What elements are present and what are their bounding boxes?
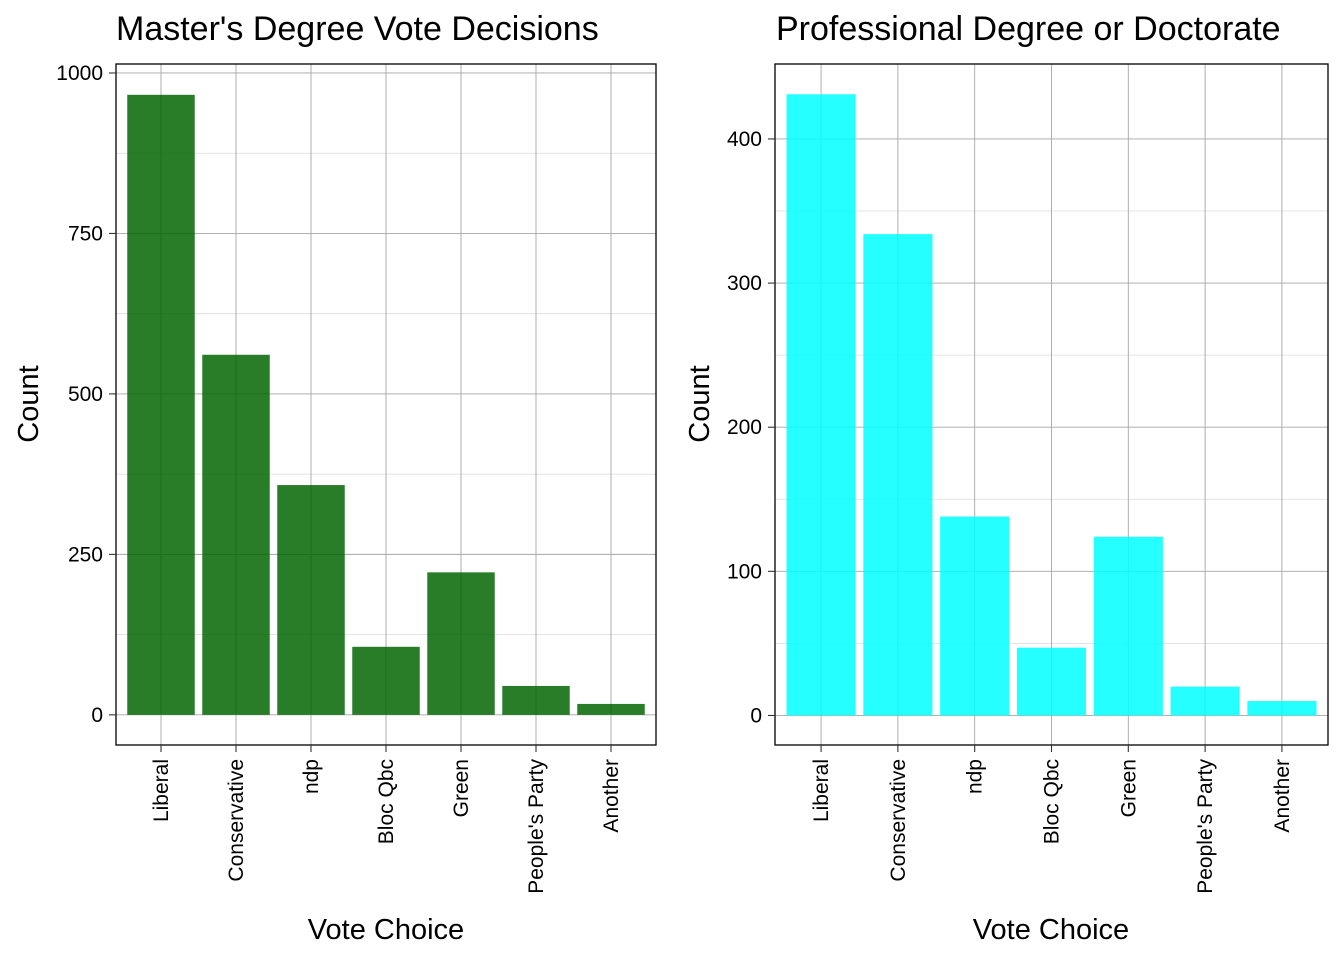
- bar-bloc-qbc: [352, 646, 420, 715]
- y-tick-label: 1000: [56, 62, 103, 85]
- x-tick-label: Liberal: [150, 759, 173, 822]
- chart-panel-masters: 0 250 500 750 1000 Liberal Conservative ndp Bloc…: [13, 10, 657, 946]
- x-tick-label: People's Party: [525, 759, 548, 894]
- x-tick-label: ndp: [964, 759, 987, 794]
- bar-bloc-qbc: [1016, 647, 1087, 716]
- x-tick-label: ndp: [300, 759, 323, 794]
- x-tick-label: Another: [1271, 759, 1294, 833]
- bar-another: [1247, 701, 1317, 716]
- bar-ndp: [277, 485, 345, 715]
- x-tick-label: Conservative: [225, 759, 248, 882]
- y-tick-label: 250: [68, 543, 103, 566]
- x-tick-label: Bloc Qbc: [375, 759, 398, 844]
- y-tick-label: 750: [68, 222, 103, 245]
- y-tick-label: 100: [727, 560, 762, 583]
- chart-panel-professional: 0 100 200 300 400 Liberal Conservative ndp Bloc …: [684, 10, 1329, 946]
- y-axis-title: Count: [13, 365, 45, 442]
- x-tick-label: Green: [1117, 759, 1140, 817]
- bar-people-s-party: [502, 685, 570, 715]
- y-tick-label: 300: [727, 272, 762, 295]
- plot-area: 0 100 200 300 400 Liberal Conservative ndp Bloc …: [727, 63, 1329, 894]
- y-tick-label: 500: [68, 383, 103, 406]
- bar-liberal: [127, 94, 195, 715]
- chart-title: Master's Degree Vote Decisions: [116, 10, 599, 48]
- bar-green: [427, 572, 495, 715]
- bar-liberal: [786, 94, 856, 716]
- x-axis-title: Vote Choice: [973, 914, 1129, 946]
- x-tick-label: People's Party: [1194, 759, 1217, 894]
- chart-title: Professional Degree or Doctorate: [776, 10, 1281, 48]
- y-tick-label: 200: [727, 416, 762, 439]
- bar-ndp: [940, 516, 1010, 716]
- x-tick-label: Liberal: [810, 759, 833, 822]
- y-axis-title: Count: [684, 365, 716, 442]
- bar-conservative: [863, 234, 933, 716]
- bar-another: [577, 703, 645, 715]
- x-tick-label: Conservative: [887, 759, 910, 882]
- x-tick-label: Green: [450, 759, 473, 817]
- bar-conservative: [202, 354, 270, 715]
- bar-people-s-party: [1170, 686, 1240, 716]
- x-tick-label: Another: [600, 759, 623, 833]
- bar-green: [1093, 536, 1163, 716]
- y-tick-label: 400: [727, 128, 762, 151]
- x-axis-title: Vote Choice: [308, 914, 464, 946]
- y-tick-label: 0: [91, 704, 103, 727]
- y-tick-label: 0: [750, 704, 762, 727]
- x-tick-label: Bloc Qbc: [1041, 759, 1064, 844]
- plot-area: 0 250 500 750 1000 Liberal Conservative ndp Bloc…: [56, 62, 657, 894]
